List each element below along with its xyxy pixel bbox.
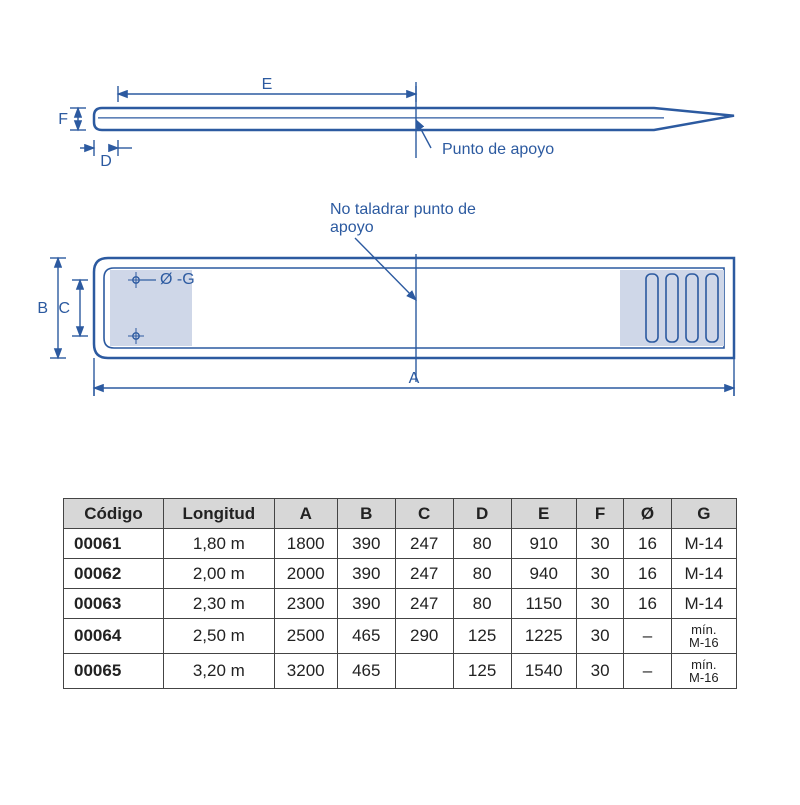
dim-label-A: A (409, 370, 420, 387)
table-cell: M-14 (671, 589, 736, 619)
table-cell: 465 (337, 619, 395, 654)
table-cell: 00062 (64, 559, 164, 589)
dim-label-C: C (58, 300, 70, 317)
table-cell: 30 (576, 654, 623, 689)
table-cell: 3,20 m (164, 654, 275, 689)
table-cell: 00063 (64, 589, 164, 619)
table-row: 000653,20 m3200465 125154030–mín.M-16 (64, 654, 737, 689)
table-header: Código (64, 499, 164, 529)
no-drill-label-1: No taladrar punto de (330, 201, 476, 218)
table-header: Ø (624, 499, 671, 529)
table-cell: 910 (511, 529, 576, 559)
table-cell: 125 (453, 619, 511, 654)
table-cell: 390 (337, 559, 395, 589)
table-cell: 940 (511, 559, 576, 589)
table-cell: 30 (576, 529, 623, 559)
table-cell: 247 (395, 559, 453, 589)
table-cell: 00061 (64, 529, 164, 559)
table-row: 000642,50 m2500465290125122530–mín.M-16 (64, 619, 737, 654)
table-cell: 2300 (274, 589, 337, 619)
table-cell: 30 (576, 589, 623, 619)
table-cell: 30 (576, 559, 623, 589)
table-cell: 1225 (511, 619, 576, 654)
table-cell: 16 (624, 529, 671, 559)
diam-g-label: Ø -G (160, 271, 195, 288)
table-cell: 80 (453, 589, 511, 619)
table-cell: 2,00 m (164, 559, 275, 589)
dim-label-F: F (58, 111, 68, 128)
table-cell: 1540 (511, 654, 576, 689)
table-cell: 00064 (64, 619, 164, 654)
table-header: G (671, 499, 736, 529)
table-cell: 247 (395, 589, 453, 619)
table-cell: mín.M-16 (671, 654, 736, 689)
dim-label-E: E (262, 76, 273, 93)
table-header: A (274, 499, 337, 529)
table-cell: 2500 (274, 619, 337, 654)
table-cell: mín.M-16 (671, 619, 736, 654)
table-row: 000622,00 m2000390247809403016M-14 (64, 559, 737, 589)
table-cell: 16 (624, 589, 671, 619)
no-drill-label-2: apoyo (330, 219, 374, 236)
table-cell: 390 (337, 529, 395, 559)
table-cell: 1150 (511, 589, 576, 619)
table-cell: 3200 (274, 654, 337, 689)
table-cell: 80 (453, 529, 511, 559)
table-cell: 290 (395, 619, 453, 654)
table-cell: 16 (624, 559, 671, 589)
dim-label-D: D (100, 153, 112, 170)
table-header: C (395, 499, 453, 529)
table-cell: 80 (453, 559, 511, 589)
table-cell (395, 654, 453, 689)
table-cell: 125 (453, 654, 511, 689)
table-cell: 2,30 m (164, 589, 275, 619)
dim-label-B: B (37, 300, 48, 317)
table-cell: 30 (576, 619, 623, 654)
table-cell: 2,50 m (164, 619, 275, 654)
table-row: 000611,80 m1800390247809103016M-14 (64, 529, 737, 559)
table-cell: 1,80 m (164, 529, 275, 559)
table-cell: 00065 (64, 654, 164, 689)
top-view-shade-right (620, 270, 724, 346)
table-cell: 2000 (274, 559, 337, 589)
table-cell: – (624, 654, 671, 689)
table-cell: M-14 (671, 559, 736, 589)
table-cell: 247 (395, 529, 453, 559)
table-cell: 1800 (274, 529, 337, 559)
table-cell: M-14 (671, 529, 736, 559)
table-header: F (576, 499, 623, 529)
table-header: Longitud (164, 499, 275, 529)
table-header: E (511, 499, 576, 529)
table-cell: – (624, 619, 671, 654)
support-point-label: Punto de apoyo (442, 141, 554, 158)
table-header: B (337, 499, 395, 529)
side-view-body (94, 108, 734, 130)
table-cell: 465 (337, 654, 395, 689)
table-header: D (453, 499, 511, 529)
table-row: 000632,30 m23003902478011503016M-14 (64, 589, 737, 619)
spec-table: CódigoLongitudABCDEFØG000611,80 m1800390… (63, 498, 737, 689)
table-cell: 390 (337, 589, 395, 619)
